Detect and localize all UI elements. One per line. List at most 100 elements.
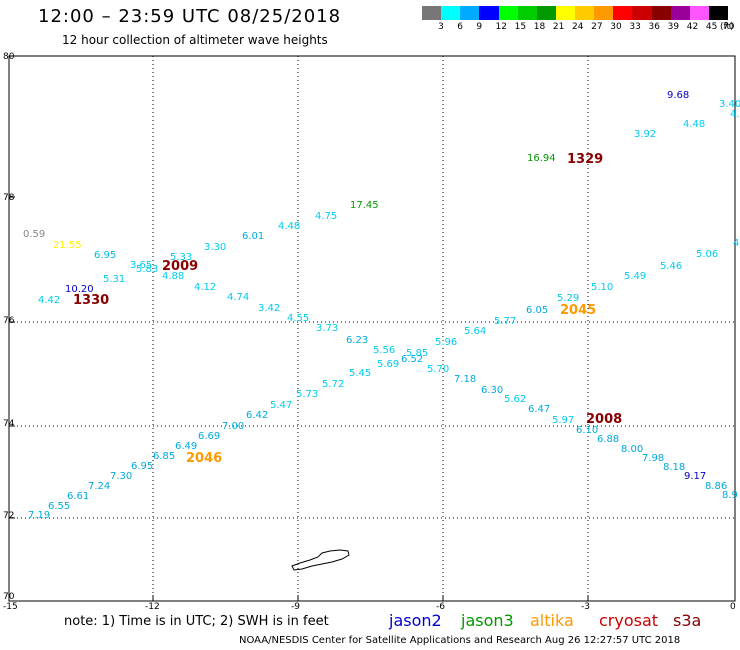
wave-label: 4.42 [38, 295, 61, 306]
legend-jason3: jason3 [461, 611, 514, 630]
wave-label: 4.48 [683, 119, 706, 130]
wave-label: 3.30 [204, 242, 227, 253]
lon-label-m12: -12 [145, 602, 160, 612]
wave-label: 6.42 [246, 410, 269, 421]
color-swatch [708, 6, 728, 20]
color-swatch [689, 6, 709, 20]
color-scale-label: 36 [648, 22, 660, 32]
legend-altika: altika [530, 611, 574, 630]
color-swatch [670, 6, 690, 20]
wave-label: 7.24 [88, 481, 111, 492]
wave-label: 9.17 [684, 471, 707, 482]
wave-label: 7.00 [222, 421, 245, 432]
color-swatch [422, 6, 442, 20]
color-scale-label: 9 [476, 22, 483, 32]
wave-label: 5.45 [349, 368, 372, 379]
wave-label: 3.40 [719, 99, 740, 110]
map-subtitle: 12 hour collection of altimeter wave hei… [62, 33, 328, 47]
wave-label: 21.55 [53, 240, 82, 251]
color-swatch [613, 6, 633, 20]
footnote: note: 1) Time is in UTC; 2) SWH is in fe… [64, 614, 329, 629]
wave-label: 6.10 [576, 425, 599, 436]
wave-label: 5.10 [591, 282, 614, 293]
wave-label: 5.77 [494, 316, 517, 327]
wave-label: 9.68 [667, 90, 690, 101]
legend-cryosat: cryosat [599, 611, 659, 630]
color-scale-label: 70 [723, 22, 735, 32]
wave-label: 7.98 [642, 453, 665, 464]
color-swatch [632, 6, 652, 20]
wave-label: 0.59 [23, 229, 46, 240]
wave-label: 6.88 [597, 434, 620, 445]
color-scale-label: 30 [610, 22, 622, 32]
wave-label: 8.9 [722, 490, 738, 501]
wave-label: 4.48 [278, 221, 301, 232]
wave-label: 5.49 [624, 271, 647, 282]
wave-label: 17.45 [350, 200, 379, 211]
color-swatch [479, 6, 499, 20]
wave-label: 6.47 [528, 404, 551, 415]
wave-label: 4.55 [287, 313, 310, 324]
color-swatch [517, 6, 537, 20]
wave-label: 5.46 [660, 261, 683, 272]
color-scale-label: 27 [591, 22, 603, 32]
color-scale-label: 24 [572, 22, 584, 32]
wave-label: 7.30 [110, 471, 133, 482]
lon-label-m3: -3 [581, 602, 590, 612]
wave-label: 6.52 [401, 354, 424, 365]
wave-label: 3.92 [634, 129, 657, 140]
wave-label: 7.18 [454, 374, 477, 385]
axis-ticks [9, 196, 589, 601]
wave-label: 4. [730, 109, 740, 120]
grid-lines [9, 56, 735, 601]
wave-label: 6.95 [131, 461, 154, 472]
wave-label: 3.73 [316, 323, 339, 334]
lon-label-0: 0 [730, 602, 736, 612]
wave-label: 10.20 [65, 284, 94, 295]
color-scale-label: 42 [686, 22, 699, 32]
color-scale-label: 6 [457, 22, 463, 32]
wave-label: 5.31 [103, 274, 126, 285]
color-swatch [536, 6, 556, 20]
wave-label: 5.69 [377, 359, 400, 370]
jan-mayen-island-outline [291, 549, 350, 571]
wave-label: 6.55 [48, 501, 71, 512]
lon-label-m9: -9 [291, 602, 300, 612]
wave-label: 8.86 [705, 481, 728, 492]
lat-label-78: 78 [3, 193, 15, 203]
pass-time-label: 2045 [560, 303, 597, 318]
wave-label: 8.18 [663, 462, 686, 473]
color-swatch [498, 6, 518, 20]
wave-label: 5.85 [406, 348, 429, 359]
legend-s3a: s3a [673, 611, 702, 630]
color-scale-label: 39 [667, 22, 680, 32]
wave-label: 6.95 [94, 250, 117, 261]
wave-label: 6.05 [526, 305, 549, 316]
wave-label: 4.88 [162, 271, 185, 282]
wave-label: 6.01 [242, 231, 265, 242]
wave-label: 5.06 [696, 249, 719, 260]
wave-label: 5.83 [136, 264, 159, 275]
color-scale-label: (ft) [720, 22, 734, 32]
wave-label: 6.23 [346, 335, 369, 346]
credit-line: NOAA/NESDIS Center for Satellite Applica… [239, 635, 681, 646]
lat-label-80: 80 [3, 52, 15, 62]
color-swatch [575, 6, 595, 20]
wave-label: 6.61 [67, 491, 90, 502]
color-scale-label: 33 [629, 22, 641, 32]
lon-label-m15: -15 [3, 602, 18, 612]
wave-label: 7.19 [28, 510, 51, 521]
wave-label: 5.97 [552, 415, 575, 426]
color-scale-label: 3 [438, 22, 444, 32]
wave-label: 6.85 [153, 451, 176, 462]
pass-time-label: 2008 [586, 412, 623, 427]
color-scale-label: 15 [514, 22, 527, 32]
wave-label: 5.62 [504, 394, 527, 405]
map-title: 12:00 – 23:59 UTC 08/25/2018 [38, 6, 342, 27]
color-scale-label: 45 [705, 22, 718, 32]
color-swatch [594, 6, 614, 20]
color-swatch [460, 6, 480, 20]
map-frame [8, 55, 736, 602]
color-scale-labels: 3 6 9 12 15 18 21 24 27 30 33 36 39 42 45 70 (ft) [422, 22, 736, 34]
